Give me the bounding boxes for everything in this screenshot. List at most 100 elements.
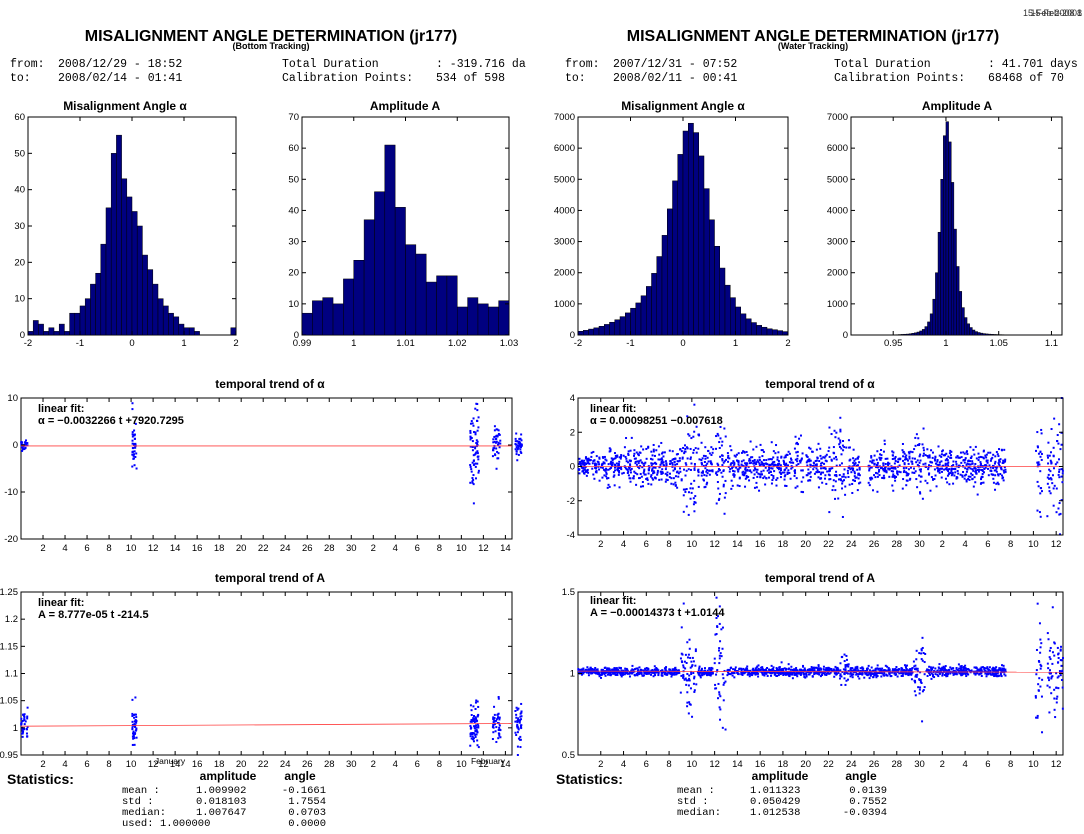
data-point [985,675,988,678]
data-point [1047,441,1050,444]
data-point [784,468,787,471]
data-point [21,735,24,738]
data-point [598,672,601,675]
data-point [853,470,856,473]
histogram-bar [183,327,190,336]
data-point [613,484,616,487]
data-point [870,456,873,459]
data-point [752,448,755,451]
data-point [984,466,987,469]
data-point [642,448,645,451]
data-point [133,743,136,746]
data-point [618,467,621,470]
data-point [778,666,781,669]
data-point [724,458,727,461]
data-point [1037,461,1040,464]
data-point [909,450,912,453]
data-point [853,669,856,672]
data-point [787,469,790,472]
data-point [852,467,855,470]
data-point [894,457,897,460]
data-point [813,667,816,670]
x-tick-label: 14 [170,759,181,770]
data-point [473,725,476,728]
data-point [858,474,861,477]
data-point [514,720,517,723]
data-point [605,472,608,475]
data-point [520,702,523,705]
data-point [520,443,523,446]
data-point [634,674,637,677]
data-point [491,738,494,741]
data-point [727,460,730,463]
data-point [492,717,495,720]
data-point [790,665,793,668]
data-point [701,674,704,677]
data-point [894,669,897,672]
data-point [919,492,922,495]
data-point [720,655,723,658]
data-point [912,467,915,470]
data-point [757,672,760,675]
data-point [883,476,886,479]
data-point [915,674,918,677]
data-point [1046,476,1049,479]
histogram-bar [74,312,81,336]
data-point [983,667,986,670]
data-point [632,454,635,457]
data-point [710,461,713,464]
data-point [880,457,883,460]
data-point [729,673,732,676]
data-point [944,668,947,671]
data-point [794,458,797,461]
data-point [688,677,691,680]
to-value: 2008/02/14 - 01:41 [58,72,182,85]
data-point [780,456,783,459]
data-point [498,726,501,729]
data-point [962,451,965,454]
data-point [683,660,686,663]
data-point [710,673,713,676]
data-point [476,443,479,446]
data-point [784,673,787,676]
histogram-bar [593,327,600,336]
data-point [755,445,758,448]
data-point [969,456,972,459]
data-point [810,666,813,669]
data-point [1048,468,1051,471]
data-point [724,435,727,438]
data-point [642,674,645,677]
data-point [985,667,988,670]
data-point [841,444,844,447]
data-point [871,672,874,675]
histogram-bar [672,180,678,336]
data-point [980,666,983,669]
data-point [1039,515,1042,518]
data-point [601,672,604,675]
data-point [963,461,966,464]
data-point [955,477,958,480]
x-tick-label: 1.03 [500,338,519,349]
trend-amplitude-fit-label: linear fit: [38,597,84,609]
x-tick-label: 26 [869,539,880,550]
data-point [1048,711,1051,714]
data-point [995,482,998,485]
data-point [937,470,940,473]
data-point [856,670,859,673]
data-point [626,468,629,471]
data-point [1060,645,1063,648]
data-point [875,466,878,469]
x-tick-label: 6 [84,543,89,554]
data-point [819,454,822,457]
histogram-bar [162,305,169,336]
data-point [775,444,778,447]
data-point [953,474,956,477]
x-tick-label: 18 [214,543,225,554]
data-point [515,440,518,443]
data-point [844,683,847,686]
data-point [584,470,587,473]
data-point [853,464,856,467]
data-point [578,472,581,475]
data-point [685,469,688,472]
x-tick-label: 10 [456,759,467,770]
